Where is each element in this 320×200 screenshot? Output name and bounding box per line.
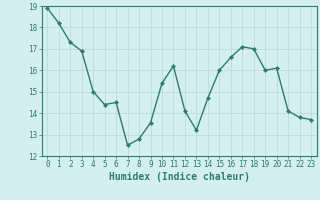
X-axis label: Humidex (Indice chaleur): Humidex (Indice chaleur) [109,172,250,182]
